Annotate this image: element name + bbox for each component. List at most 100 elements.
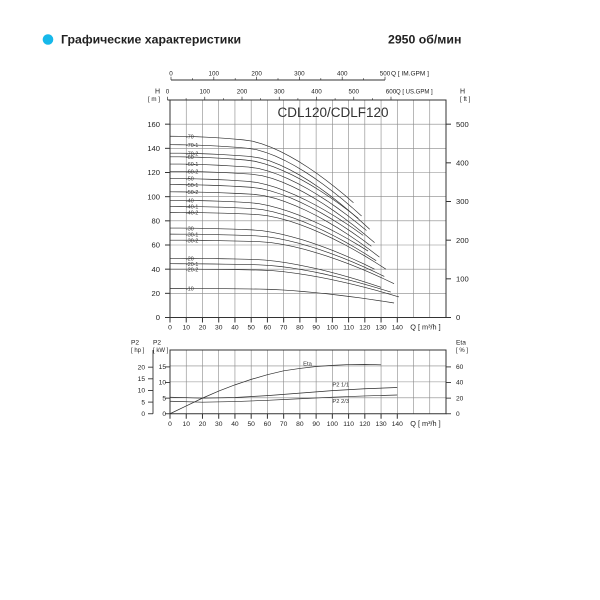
- svg-text:H: H: [155, 89, 160, 96]
- svg-text:40: 40: [231, 421, 239, 428]
- svg-text:60: 60: [264, 325, 272, 332]
- svg-text:20: 20: [199, 421, 207, 428]
- svg-text:CDL120/CDLF120: CDL120/CDLF120: [277, 105, 388, 120]
- svg-text:0: 0: [141, 411, 145, 418]
- svg-text:20: 20: [152, 289, 160, 298]
- svg-text:-60: -60: [186, 155, 194, 161]
- svg-text:20: 20: [138, 364, 146, 371]
- svg-text:300: 300: [456, 197, 469, 206]
- svg-text:10: 10: [138, 388, 146, 395]
- svg-text:[ kW ]: [ kW ]: [153, 348, 169, 354]
- svg-text:30: 30: [215, 325, 223, 332]
- svg-text:[ ft ]: [ ft ]: [460, 96, 471, 103]
- svg-text:60: 60: [264, 421, 272, 428]
- svg-text:70: 70: [280, 325, 288, 332]
- svg-text:0: 0: [456, 411, 460, 418]
- svg-text:0: 0: [162, 411, 166, 418]
- svg-text:400: 400: [337, 71, 348, 78]
- svg-text:300: 300: [274, 89, 285, 96]
- svg-text:200: 200: [251, 71, 262, 78]
- svg-text:-60-2: -60-2: [186, 169, 198, 175]
- svg-text:Eta: Eta: [456, 340, 466, 347]
- svg-text:120: 120: [359, 325, 370, 332]
- svg-text:20: 20: [456, 395, 464, 402]
- svg-text:500: 500: [348, 89, 359, 96]
- svg-text:Графические характеристики: Графические характеристики: [61, 33, 241, 47]
- svg-text:70: 70: [280, 421, 288, 428]
- svg-text:500: 500: [456, 120, 469, 129]
- svg-text:80: 80: [296, 421, 304, 428]
- svg-text:120: 120: [359, 421, 370, 428]
- svg-text:400: 400: [311, 89, 322, 96]
- svg-text:140: 140: [392, 325, 403, 332]
- svg-text:0: 0: [168, 325, 172, 332]
- svg-text:-70-1: -70-1: [186, 143, 198, 149]
- svg-text:500: 500: [380, 71, 391, 78]
- svg-text:5: 5: [162, 395, 166, 402]
- svg-text:P2: P2: [153, 340, 161, 347]
- svg-text:200: 200: [456, 236, 469, 245]
- svg-text:100: 100: [456, 274, 469, 283]
- svg-text:-10: -10: [186, 287, 194, 293]
- svg-text:-60-1: -60-1: [186, 162, 198, 168]
- svg-text:[ m ]: [ m ]: [148, 96, 160, 103]
- svg-text:-50-2: -50-2: [186, 190, 198, 196]
- svg-text:50: 50: [247, 325, 255, 332]
- svg-text:40: 40: [231, 325, 239, 332]
- svg-text:110: 110: [343, 325, 354, 332]
- svg-text:0: 0: [169, 71, 173, 78]
- svg-text:0: 0: [168, 421, 172, 428]
- svg-text:-30-2: -30-2: [186, 238, 198, 244]
- svg-text:100: 100: [147, 192, 160, 201]
- svg-text:130: 130: [375, 325, 386, 332]
- svg-text:160: 160: [147, 120, 160, 129]
- svg-text:60: 60: [152, 241, 160, 250]
- svg-text:15: 15: [138, 376, 146, 383]
- svg-text:-20-2: -20-2: [186, 267, 198, 273]
- svg-text:Q [ US.GPM ]: Q [ US.GPM ]: [396, 90, 433, 96]
- svg-text:110: 110: [343, 421, 354, 428]
- svg-text:-40-2: -40-2: [186, 211, 198, 217]
- svg-text:5: 5: [141, 399, 145, 406]
- svg-text:90: 90: [312, 421, 320, 428]
- svg-text:100: 100: [209, 71, 220, 78]
- svg-text:100: 100: [199, 89, 210, 96]
- svg-text:2950 об/мин: 2950 об/мин: [388, 33, 461, 47]
- svg-text:10: 10: [159, 380, 167, 387]
- svg-text:100: 100: [327, 325, 338, 332]
- svg-text:Q [ m³/h ]: Q [ m³/h ]: [410, 419, 440, 428]
- svg-text:90: 90: [312, 325, 320, 332]
- svg-text:300: 300: [294, 71, 305, 78]
- svg-text:H: H: [460, 89, 465, 96]
- svg-text:50: 50: [247, 421, 255, 428]
- svg-text:10: 10: [183, 421, 191, 428]
- svg-text:200: 200: [237, 89, 248, 96]
- svg-text:80: 80: [296, 325, 304, 332]
- svg-text:20: 20: [199, 325, 207, 332]
- svg-text:120: 120: [147, 168, 160, 177]
- svg-text:-50-1: -50-1: [186, 183, 198, 189]
- svg-text:130: 130: [375, 421, 386, 428]
- svg-text:Eta: Eta: [303, 361, 312, 367]
- svg-text:0: 0: [166, 89, 170, 96]
- svg-text:P2: P2: [131, 340, 139, 347]
- svg-text:140: 140: [147, 144, 160, 153]
- svg-text:[ hp ]: [ hp ]: [131, 348, 145, 354]
- svg-text:0: 0: [456, 313, 460, 322]
- svg-text:15: 15: [159, 364, 167, 371]
- svg-text:[ % ]: [ % ]: [456, 348, 468, 354]
- svg-text:40: 40: [152, 265, 160, 274]
- svg-text:-70: -70: [186, 134, 194, 140]
- svg-text:P2 2/3: P2 2/3: [332, 399, 349, 405]
- svg-text:40: 40: [456, 380, 464, 387]
- svg-text:80: 80: [152, 216, 160, 225]
- svg-text:Q [ IM.GPM ]: Q [ IM.GPM ]: [391, 71, 429, 78]
- svg-text:140: 140: [392, 421, 403, 428]
- svg-text:0: 0: [156, 313, 160, 322]
- svg-text:30: 30: [215, 421, 223, 428]
- svg-text:400: 400: [456, 158, 469, 167]
- svg-text:100: 100: [327, 421, 338, 428]
- svg-text:Q [ m³/h ]: Q [ m³/h ]: [410, 323, 440, 332]
- svg-text:P2 1/1: P2 1/1: [332, 382, 349, 388]
- svg-text:60: 60: [456, 364, 464, 371]
